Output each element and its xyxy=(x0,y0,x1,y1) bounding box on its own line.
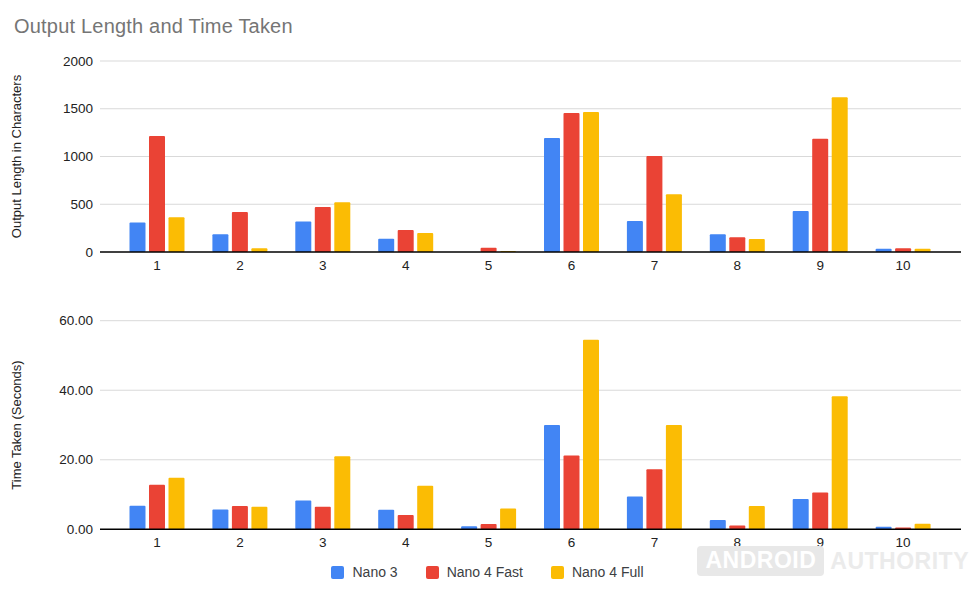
y-tick-label: 0.00 xyxy=(67,522,93,537)
bar-charts-plot-area: 050010001500200012345678910Output Length… xyxy=(0,0,975,602)
x-tick-label: 3 xyxy=(319,258,327,273)
bar-nano-4-full-cat6 xyxy=(583,340,599,529)
x-tick-label: 8 xyxy=(734,535,742,550)
bar-nano-4-fast-cat7 xyxy=(646,156,662,252)
x-tick-label: 8 xyxy=(734,258,742,273)
legend-label: Nano 3 xyxy=(352,564,397,580)
bar-nano-3-cat1 xyxy=(130,222,146,252)
x-tick-label: 2 xyxy=(236,258,244,273)
bar-nano-4-fast-cat1 xyxy=(149,485,165,530)
x-tick-label: 1 xyxy=(153,535,161,550)
x-tick-label: 5 xyxy=(485,258,493,273)
x-tick-label: 9 xyxy=(816,535,824,550)
bar-nano-4-full-cat9 xyxy=(832,396,848,529)
bar-nano-4-fast-cat3 xyxy=(315,507,331,530)
legend-label: Nano 4 Full xyxy=(572,564,644,580)
legend-item-nano-4-full: Nano 4 Full xyxy=(551,564,644,580)
bar-nano-4-full-cat1 xyxy=(169,217,185,252)
x-tick-label: 6 xyxy=(568,258,576,273)
y-tick-label: 20.00 xyxy=(59,452,93,467)
y-tick-label: 40.00 xyxy=(59,383,93,398)
bar-nano-4-full-cat10 xyxy=(915,524,931,530)
legend-swatch-icon xyxy=(426,566,439,579)
x-tick-label: 6 xyxy=(568,535,576,550)
bar-nano-3-cat6 xyxy=(544,425,560,529)
y-tick-label: 1000 xyxy=(63,149,93,164)
bar-nano-4-full-cat7 xyxy=(666,425,682,529)
bar-nano-3-cat4 xyxy=(378,510,394,529)
legend-item-nano-4-fast: Nano 4 Fast xyxy=(426,564,523,580)
bar-nano-3-cat7 xyxy=(627,497,643,530)
bar-nano-3-cat7 xyxy=(627,221,643,252)
bar-nano-3-cat8 xyxy=(710,234,726,252)
bar-nano-4-full-cat4 xyxy=(417,233,433,252)
x-tick-label: 5 xyxy=(485,535,493,550)
y-tick-label: 60.00 xyxy=(59,313,93,328)
bar-nano-4-fast-cat9 xyxy=(812,139,828,252)
y-axis-title: Output Length in Characters xyxy=(9,74,24,238)
bar-nano-3-cat9 xyxy=(793,211,809,252)
y-tick-label: 500 xyxy=(70,197,93,212)
bar-nano-4-full-cat8 xyxy=(749,506,765,529)
legend-item-nano-3: Nano 3 xyxy=(331,564,397,580)
bar-nano-4-full-cat3 xyxy=(334,456,350,529)
bar-nano-4-fast-cat2 xyxy=(232,212,248,252)
x-tick-label: 4 xyxy=(402,535,410,550)
bar-nano-3-cat3 xyxy=(295,221,311,252)
bar-nano-4-full-cat6 xyxy=(583,112,599,252)
bar-nano-4-fast-cat5 xyxy=(481,524,497,529)
legend-label: Nano 4 Fast xyxy=(447,564,523,580)
y-axis-title: Time Taken (Seconds) xyxy=(9,360,24,489)
bar-nano-4-fast-cat4 xyxy=(398,230,414,252)
bar-nano-4-fast-cat4 xyxy=(398,515,414,529)
bar-nano-4-fast-cat1 xyxy=(149,136,165,252)
bar-nano-4-fast-cat7 xyxy=(646,469,662,529)
y-tick-label: 1500 xyxy=(63,101,93,116)
bar-nano-4-full-cat8 xyxy=(749,239,765,252)
x-tick-label: 3 xyxy=(319,535,327,550)
chart-legend: Nano 3 Nano 4 Fast Nano 4 Full xyxy=(0,564,975,580)
bar-nano-3-cat2 xyxy=(212,509,228,529)
bar-nano-3-cat3 xyxy=(295,500,311,529)
bar-nano-4-full-cat2 xyxy=(251,507,267,530)
legend-swatch-icon xyxy=(551,566,564,579)
bar-nano-4-fast-cat6 xyxy=(564,456,580,530)
bar-nano-4-fast-cat6 xyxy=(564,113,580,252)
bar-nano-3-cat1 xyxy=(130,506,146,530)
bar-nano-4-full-cat1 xyxy=(169,478,185,529)
bar-nano-4-fast-cat8 xyxy=(729,237,745,252)
bar-nano-4-fast-cat3 xyxy=(315,207,331,252)
x-tick-label: 1 xyxy=(153,258,161,273)
bar-nano-4-full-cat9 xyxy=(832,97,848,252)
bar-nano-3-cat8 xyxy=(710,520,726,529)
x-tick-label: 10 xyxy=(896,535,911,550)
bar-nano-4-full-cat5 xyxy=(500,508,516,529)
bar-nano-3-cat2 xyxy=(212,234,228,252)
bar-nano-3-cat9 xyxy=(793,499,809,529)
chart-canvas: Output Length and Time Taken 05001000150… xyxy=(0,0,975,602)
x-tick-label: 7 xyxy=(651,535,659,550)
x-tick-label: 9 xyxy=(816,258,824,273)
bar-nano-3-cat6 xyxy=(544,138,560,252)
bar-nano-4-full-cat7 xyxy=(666,194,682,252)
x-tick-label: 10 xyxy=(896,258,911,273)
legend-swatch-icon xyxy=(331,566,344,579)
bar-nano-4-fast-cat9 xyxy=(812,492,828,529)
bar-nano-3-cat4 xyxy=(378,239,394,252)
x-tick-label: 4 xyxy=(402,258,410,273)
bar-nano-4-fast-cat2 xyxy=(232,506,248,529)
x-tick-label: 2 xyxy=(236,535,244,550)
bar-nano-4-full-cat3 xyxy=(334,202,350,252)
y-tick-label: 2000 xyxy=(63,54,93,69)
y-tick-label: 0 xyxy=(85,245,93,260)
x-tick-label: 7 xyxy=(651,258,659,273)
bar-nano-4-full-cat4 xyxy=(417,486,433,529)
